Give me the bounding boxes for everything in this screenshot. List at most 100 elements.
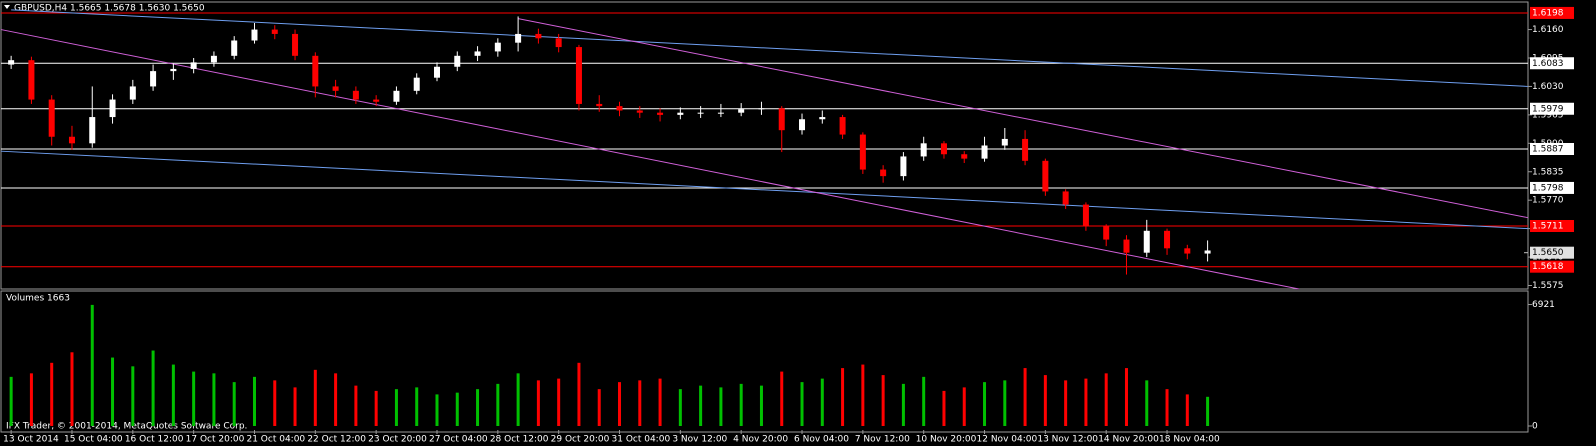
volume-bar [232, 382, 236, 426]
volume-bar [1084, 378, 1088, 426]
candle-body [292, 33, 299, 56]
volume-bar [394, 389, 398, 426]
volume-bar [313, 369, 317, 426]
x-tick-label: 28 Oct 12:00 [490, 435, 549, 445]
candle-body [880, 169, 887, 177]
candle-body [28, 60, 35, 100]
candle-body [1001, 138, 1008, 146]
menu-arrow [4, 5, 10, 9]
x-tick-label: 22 Oct 12:00 [307, 435, 366, 445]
level-label: 1.5887 [1532, 145, 1564, 155]
x-tick-label: 21 Oct 04:00 [246, 435, 305, 445]
y-tick-label: 1.5835 [1532, 167, 1564, 177]
level-label: 1.5618 [1532, 262, 1564, 272]
candle-body [129, 86, 136, 100]
volume-bar [881, 375, 885, 426]
volume-bar [435, 394, 439, 426]
volume-bar [131, 366, 135, 426]
candle-body [413, 77, 420, 91]
volume-bar [739, 383, 743, 426]
candle-body [1184, 248, 1191, 254]
candle-body [1042, 160, 1049, 192]
volume-bar [597, 389, 601, 426]
volume-bar [415, 387, 419, 426]
volume-bar [820, 378, 824, 426]
x-tick-label: 6 Nov 04:00 [794, 435, 849, 445]
candle-body [1103, 226, 1110, 240]
candle-body [109, 99, 116, 118]
volume-bar [212, 373, 216, 426]
candle-body [575, 47, 582, 104]
candle-body [1204, 250, 1211, 254]
volume-bar [1165, 389, 1169, 426]
candle-body [494, 42, 501, 52]
level-label: 1.6083 [1532, 59, 1564, 69]
candle-body [150, 71, 157, 87]
candle-body [636, 110, 643, 113]
candle-body [373, 99, 380, 102]
x-tick-label: 29 Oct 20:00 [551, 435, 610, 445]
candle-body [555, 38, 562, 48]
level-box [1530, 181, 1574, 194]
volume-bar [1043, 375, 1047, 426]
trendline [518, 18, 1529, 219]
chart-title: GBPUSD,H4 1.5665 1.5678 1.5630 1.5650 [14, 4, 205, 14]
candle-body [251, 29, 258, 41]
candle-body [758, 108, 765, 110]
volume-bar [293, 387, 297, 426]
trendline [0, 29, 1299, 290]
x-tick-label: 27 Oct 04:00 [429, 435, 488, 445]
volume-bar [841, 368, 845, 426]
volume-title: Volumes 1663 [6, 294, 70, 304]
volume-bar [192, 371, 196, 426]
volume-bar [354, 385, 358, 426]
level-box [1530, 143, 1574, 155]
candle-body [474, 51, 481, 56]
volume-bar [983, 382, 987, 426]
candle-body [1164, 230, 1171, 249]
volume-bar [638, 380, 642, 426]
candle-body [900, 156, 907, 177]
volume-bar [90, 304, 94, 426]
x-tick-label: 15 Oct 04:00 [64, 435, 123, 445]
volume-bar [1145, 380, 1149, 426]
candle-body [1062, 191, 1069, 205]
volume-bar [1124, 368, 1128, 426]
candle-body [352, 90, 359, 100]
candle-body [616, 106, 623, 111]
candle-body [697, 112, 704, 114]
x-tick-label: 13 Nov 12:00 [1037, 435, 1098, 445]
volume-bar [1104, 373, 1108, 426]
candle-body [48, 99, 55, 137]
candle-body [657, 112, 664, 115]
candle-body [433, 66, 440, 78]
volume-bar [780, 371, 784, 426]
level-label: 1.5798 [1532, 183, 1564, 193]
candle-body [231, 40, 238, 56]
volume-bar [252, 376, 256, 426]
volume-bar [334, 373, 338, 426]
candle-body [515, 33, 522, 43]
candle-body [819, 117, 826, 120]
candle-body [1123, 239, 1130, 253]
volume-bar [618, 382, 622, 426]
x-tick-label: 31 Oct 04:00 [612, 435, 671, 445]
level-box [1530, 102, 1574, 115]
y-tick-label: 1.6030 [1532, 82, 1564, 92]
volume-bar [1206, 396, 1210, 426]
volume-bar [476, 389, 480, 426]
level-label: 1.5979 [1532, 104, 1564, 114]
candle-body [961, 154, 968, 159]
volume-bar [374, 390, 378, 426]
volume-bar [50, 362, 54, 426]
volume-bar [942, 390, 946, 426]
volume-tick-label: 0 [1532, 422, 1538, 432]
x-tick-label: 17 Oct 20:00 [186, 435, 245, 445]
candle-body [1022, 138, 1029, 161]
x-tick-label: 13 Oct 2014 [3, 435, 59, 445]
candle-body [393, 90, 400, 102]
x-tick-label: 12 Nov 04:00 [977, 435, 1038, 445]
volume-bar [577, 362, 581, 426]
volume-bar [1003, 380, 1007, 426]
